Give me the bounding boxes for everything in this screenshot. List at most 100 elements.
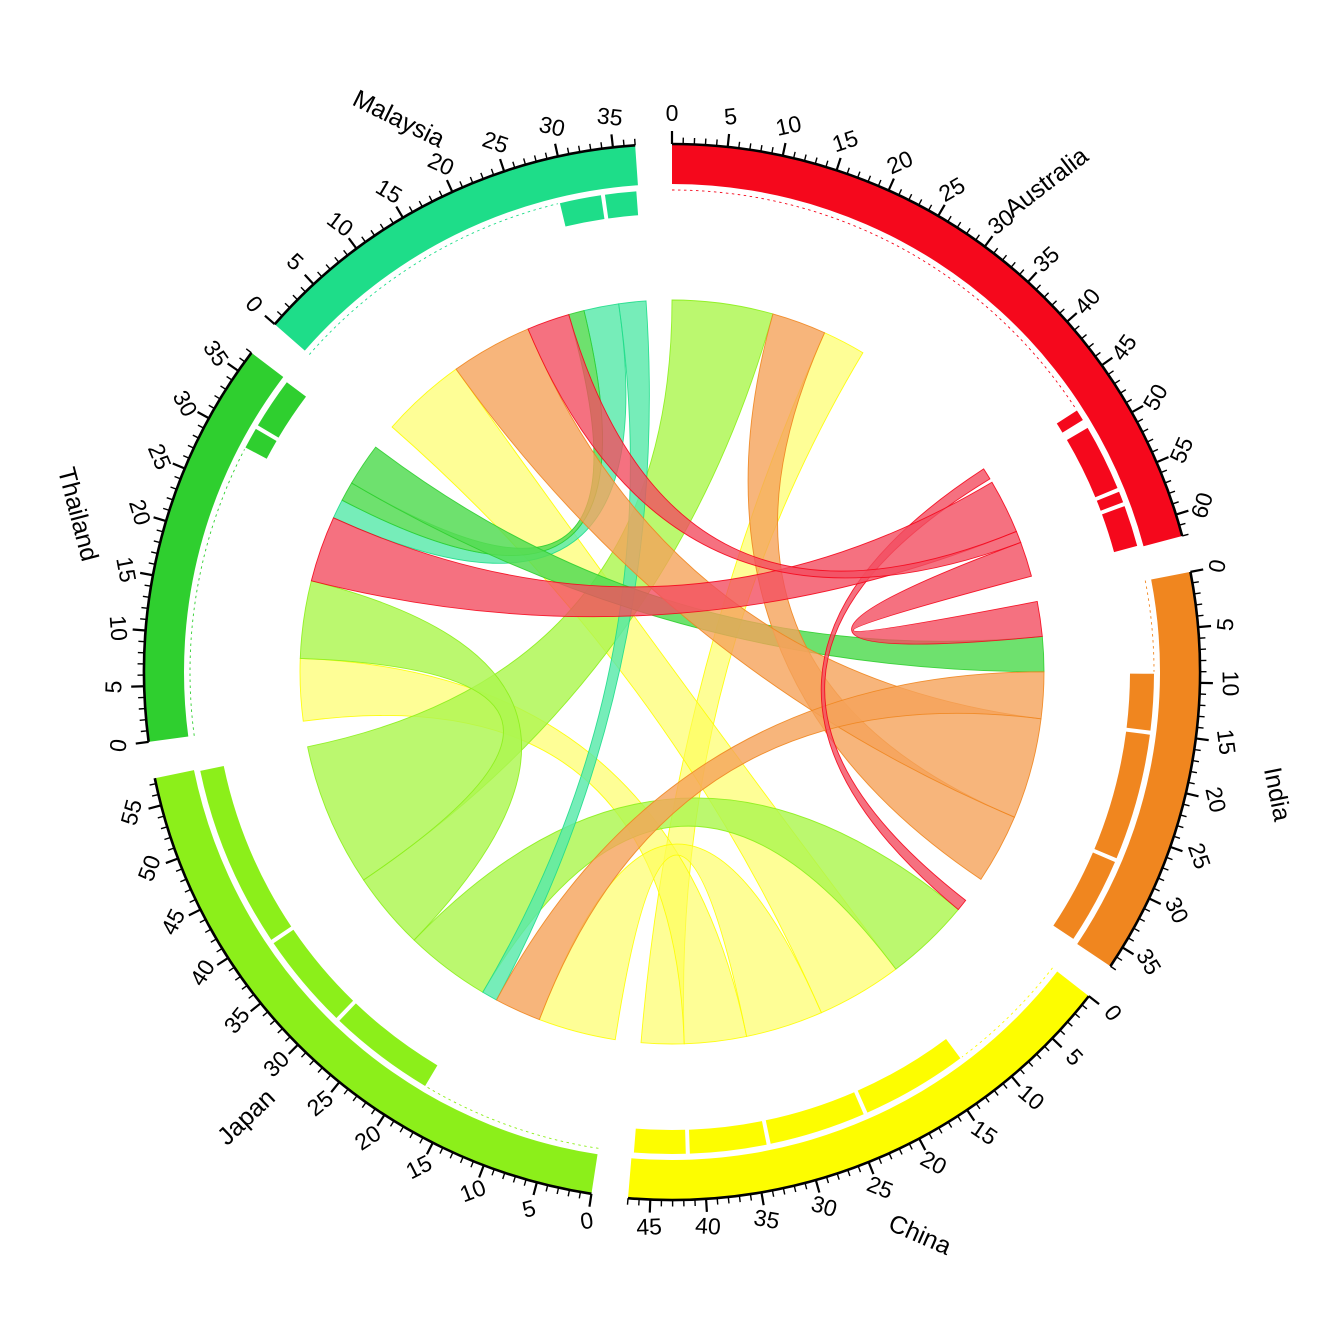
axis-tick [309,1059,315,1066]
axis-tick-label: 5 [723,103,738,130]
axis-tick [1192,581,1199,584]
axis-tick [835,157,842,171]
axis-tick-label: 40 [694,1212,721,1240]
axis-tick [439,1147,444,1154]
axis-tick [160,826,168,830]
axis-tick [480,172,484,180]
axis-tick [249,1002,262,1013]
axis-tick [226,375,233,381]
axis-tick [847,1169,851,1177]
axis-tick [1066,312,1078,323]
axis-tick [1194,592,1201,595]
axis-tick [1035,284,1042,291]
axis-tick-label: 50 [1138,380,1173,415]
axis-tick [277,1028,284,1034]
axis-tick [1107,370,1114,376]
axis-tick [704,1198,708,1212]
axis-malaysia [273,143,636,326]
axis-tick [1172,501,1179,505]
axis-tick [241,984,248,990]
axis-tick [239,357,246,363]
axis-tick [408,206,414,213]
axis-tick [1197,624,1212,629]
axis-tick [166,497,174,501]
axis-tick-label: 5 [100,680,126,693]
axis-tick [1190,770,1198,774]
axis-tick [512,161,516,169]
rim-hairline-thailand [189,449,245,736]
axis-tick [491,1168,495,1176]
axis-tick [187,444,195,449]
axis-tick [269,1019,276,1026]
axis-tick [937,204,946,217]
axis-tick [727,1196,730,1204]
axis-tick [204,928,212,934]
rim-block-malaysia-japan [604,191,639,219]
axis-tick [449,1152,454,1159]
axis-tick [836,1173,840,1180]
axis-tick-label: 35 [219,1002,255,1038]
axis-tick [300,1052,307,1058]
axis-tick [533,155,537,162]
axis-tick [1141,428,1149,433]
axis-tick [947,1121,953,1128]
axis-tick-label: 25 [934,172,969,207]
axis-tick [184,888,192,893]
axis-tick [285,1036,291,1042]
axis-tick [175,868,183,872]
axis-tick [1183,803,1190,807]
axis-tick [846,167,850,175]
axis-tick [782,1187,786,1195]
sector-ring-india [1077,571,1200,967]
axis-tick-label: 35 [1131,944,1167,979]
axis-tick [1073,325,1080,331]
axis-tick [792,151,796,159]
axis-tick [469,176,474,184]
axis-tick [300,286,306,293]
axis-tick [1051,300,1058,306]
axis-tick [600,142,603,149]
axis-tick [1043,1045,1050,1052]
axis-tick [502,1172,506,1180]
axis-tick-label: 5 [1212,617,1239,632]
axis-tick [361,236,367,243]
axis-tick [927,204,933,211]
axis-tick [1101,356,1113,367]
axis-tick-label: 35 [1028,241,1064,277]
sector-ring-malaysia [274,145,638,351]
axis-tick-label: 20 [916,1145,951,1180]
axis-tick [395,205,404,219]
axis-tick [622,139,625,147]
axis-tick-label: 5 [1061,1043,1089,1070]
axis-tick-label: 5 [519,1194,538,1222]
axis-tick [1074,1012,1081,1019]
axis-tick [182,454,190,459]
axis-tick-label: 35 [198,335,234,371]
axis-tick [245,348,252,354]
chord-australia-india [851,541,1043,645]
axis-tick-label: 25 [479,126,512,159]
axis-tick [610,134,615,148]
axis-tick [1197,726,1204,729]
axis-tick [1156,456,1169,464]
axis-tick [445,179,454,193]
axis-tick [499,158,506,172]
axis-tick [1121,946,1135,956]
axis-tick [135,740,149,745]
axis-tick [1196,614,1204,617]
axis-tick [142,595,150,598]
axis-tick [648,1199,652,1213]
axis-tick [192,434,199,439]
axis-tick [760,1192,765,1206]
axis-tick-label: 30 [168,386,203,421]
rim-block-japan-australia [200,766,292,940]
axis-tick [264,314,276,326]
axis-tick [1088,995,1100,1005]
axis-tick [470,1160,475,1168]
axis-tick [1181,533,1189,537]
sector-label-china: China [884,1209,955,1261]
axis-tick [180,878,187,883]
axis-tick [1151,448,1159,453]
axis-tick [1188,781,1195,785]
axis-tick-label: 10 [322,206,358,242]
